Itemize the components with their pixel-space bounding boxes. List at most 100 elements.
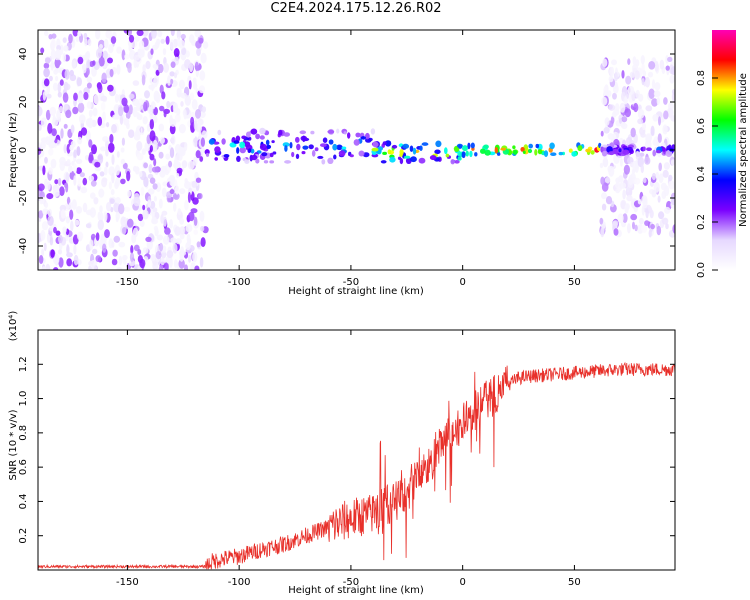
spectrogram-cell (382, 141, 387, 146)
spectrogram-cell (149, 130, 156, 142)
spectrogram-cell (179, 188, 186, 195)
spectrogram-cell (655, 171, 660, 181)
spectrogram-cell (634, 70, 640, 80)
spectrogram-cell (602, 144, 609, 148)
spectrogram-cell (637, 118, 644, 125)
spectrogram-cell (80, 127, 88, 136)
spectrogram-cell (59, 79, 64, 86)
spectrogram-cell (149, 153, 155, 161)
spectrogram-cell (123, 117, 130, 126)
spectrogram-cell (142, 116, 148, 125)
spectrogram-cell (179, 217, 185, 225)
spectrogram-cell (137, 114, 143, 121)
spectrogram-cell (197, 120, 201, 131)
spectrogram-cell (259, 135, 265, 140)
y-tick-label: 0.6 (18, 459, 29, 475)
spectrogram-cell (165, 35, 170, 45)
spectrogram-cell (74, 219, 80, 226)
spectrogram-cell (152, 115, 158, 124)
spectrogram-cell (88, 265, 92, 270)
spectrogram-cell (628, 175, 634, 186)
spectrogram-cell (195, 150, 201, 159)
spectrogram-cell (75, 36, 80, 42)
spectrogram-cell (127, 62, 132, 73)
spectrogram-cell (77, 93, 84, 104)
spectrogram-cell (528, 143, 533, 149)
spectrogram-cell (167, 75, 172, 86)
spectrogram-cell (614, 72, 618, 82)
spectrogram-cell (75, 158, 83, 164)
spectrogram-cell (143, 162, 149, 169)
spectrogram-cell (48, 148, 54, 156)
spectrogram-cell (87, 38, 92, 47)
spectrogram-cell (397, 156, 402, 160)
spectrogram-cell (113, 235, 121, 243)
spectrogram-cell (665, 55, 669, 64)
spectrogram-cell (120, 158, 126, 165)
spectrogram-cell (46, 181, 51, 191)
spectrogram-cell (116, 64, 121, 75)
spectrogram-cell (110, 36, 117, 44)
spectrogram-cell (200, 52, 207, 64)
spectrogram-cell (549, 142, 555, 150)
spectrogram-cell (95, 30, 101, 40)
y-tick-label: 1.2 (18, 356, 29, 372)
spectrogram-cell (58, 257, 64, 268)
spectrogram-cell (66, 159, 71, 165)
spectrogram-cell (269, 160, 275, 164)
spectrogram-cell (136, 30, 144, 37)
spectrogram-cell (128, 34, 135, 43)
spectrogram-cell (87, 117, 93, 129)
spectrogram-cell (175, 238, 182, 245)
spectrogram-cell (626, 194, 633, 202)
spectrogram-cell (391, 144, 398, 149)
spectrogram-cell (42, 91, 47, 101)
spectrogram-cell (534, 149, 538, 156)
spectrogram-cell (662, 124, 668, 135)
spectrogram-cell (613, 228, 619, 236)
spectrogram-cell (112, 114, 119, 120)
spectrogram-cell (617, 213, 624, 224)
spectrogram-cell (143, 176, 149, 188)
spectrogram-cell (336, 144, 343, 151)
spectrogram-cell (296, 143, 301, 151)
spectrogram-cell (229, 142, 237, 148)
spectrogram-cell (660, 182, 667, 191)
spectrogram-cell (66, 244, 70, 255)
spectrogram-cell (38, 147, 42, 155)
spectrogram-cell (497, 152, 501, 156)
spectrogram-cell (639, 127, 644, 133)
spectrogram-cell (178, 39, 185, 49)
spectrogram-cell (66, 196, 71, 205)
spectrogram-cell (193, 78, 197, 87)
spectrogram-cell (99, 44, 103, 49)
spectrogram-cell (321, 159, 326, 165)
spectrogram-cell (62, 37, 67, 43)
spectrogram-cell (484, 149, 491, 156)
spectrogram-cell (194, 30, 202, 38)
spectrogram-cell (48, 75, 53, 82)
spectrogram-cell (143, 101, 148, 112)
spectrogram-cell (670, 115, 675, 122)
spectrogram-cell (158, 63, 164, 74)
spectrogram-cell (173, 157, 178, 169)
snr-plot-area (38, 330, 675, 570)
spectrogram-cell (178, 258, 185, 269)
spectrogram-cell (135, 125, 143, 136)
spectrogram-cell (53, 69, 58, 75)
spectrogram-cell (102, 243, 107, 253)
spectrogram-cell (88, 109, 93, 118)
spectrogram-cell (184, 199, 189, 211)
spectrogram-cell (169, 124, 176, 135)
spectrogram-cell (98, 56, 105, 67)
spectrogram-cell (169, 189, 175, 195)
spectrogram-cell (43, 67, 50, 78)
spectrogram-cell (184, 181, 191, 189)
spectrogram-cell (160, 38, 165, 44)
y-tick-label: 0.2 (18, 528, 29, 544)
spectrogram-cell (97, 219, 105, 231)
spectrogram-cell (169, 71, 175, 77)
spectrogram-cell (193, 156, 198, 166)
spectrogram-cell (49, 106, 57, 116)
spectrogram-cell (108, 181, 112, 190)
